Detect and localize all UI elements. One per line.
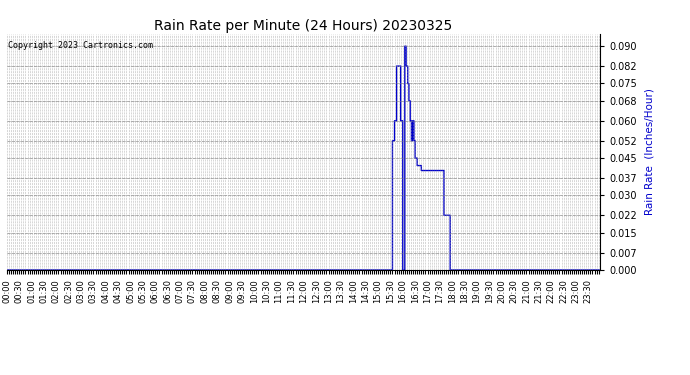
Title: Rain Rate per Minute (24 Hours) 20230325: Rain Rate per Minute (24 Hours) 20230325 bbox=[155, 19, 453, 33]
Y-axis label: Rain Rate  (Inches/Hour): Rain Rate (Inches/Hour) bbox=[644, 88, 654, 215]
Text: Copyright 2023 Cartronics.com: Copyright 2023 Cartronics.com bbox=[8, 41, 153, 50]
